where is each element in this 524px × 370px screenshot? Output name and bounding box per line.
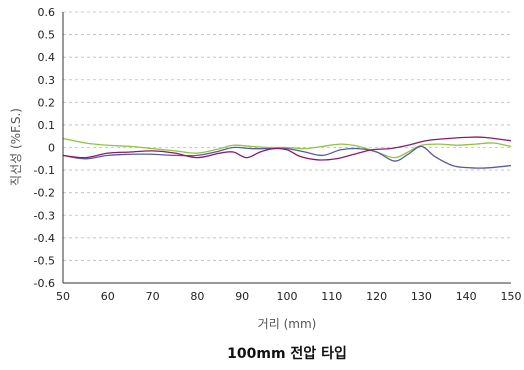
y-tick-labels: 0.6 0.5 0.4 0.3 0.2 0.1 0 -0.1 -0.2 -0.3 -0.4 -0.5 -… [34, 6, 55, 290]
y-axis-title: 직선성 (%F.S.) [9, 108, 23, 186]
x-tick-label: 70 [146, 290, 160, 303]
x-tick-label: 130 [411, 290, 432, 303]
series-layer [62, 136, 512, 169]
x-tick-label: 150 [501, 290, 522, 303]
axes [62, 12, 511, 284]
y-tick-label: 0 [48, 142, 55, 155]
y-tick-label: 0.6 [38, 6, 56, 19]
y-tick-label: -0.4 [34, 232, 55, 245]
y-tick-label: 0.1 [38, 119, 56, 132]
chart-title: 100mm 전압 타입 [227, 345, 347, 362]
series-line-2 [62, 145, 512, 169]
x-tick-label: 50 [56, 290, 70, 303]
y-tick-label: -0.3 [34, 209, 55, 222]
x-tick-label: 100 [277, 290, 298, 303]
y-tick-label: -0.1 [34, 164, 55, 177]
y-tick-label: 0.5 [38, 29, 56, 42]
x-tick-label: 120 [366, 290, 387, 303]
x-tick-label: 110 [321, 290, 342, 303]
series-line-1 [62, 137, 512, 159]
y-tick-label: -0.2 [34, 187, 55, 200]
y-tick-label: 0.2 [38, 96, 56, 109]
y-tick-label: -0.6 [34, 277, 55, 290]
y-tick-label: 0.4 [38, 51, 56, 64]
x-tick-label: 80 [190, 290, 204, 303]
y-tick-label: -0.5 [34, 254, 55, 267]
x-tick-label: 140 [456, 290, 477, 303]
x-axis-title: 거리 (mm) [258, 317, 317, 331]
x-tick-label: 90 [235, 290, 249, 303]
x-tick-labels: 50 60 70 80 90 100 110 120 130 140 150 [56, 290, 522, 303]
series-line-3 [62, 136, 512, 161]
x-tick-label: 60 [101, 290, 115, 303]
y-tick-label: 0.3 [38, 74, 56, 87]
